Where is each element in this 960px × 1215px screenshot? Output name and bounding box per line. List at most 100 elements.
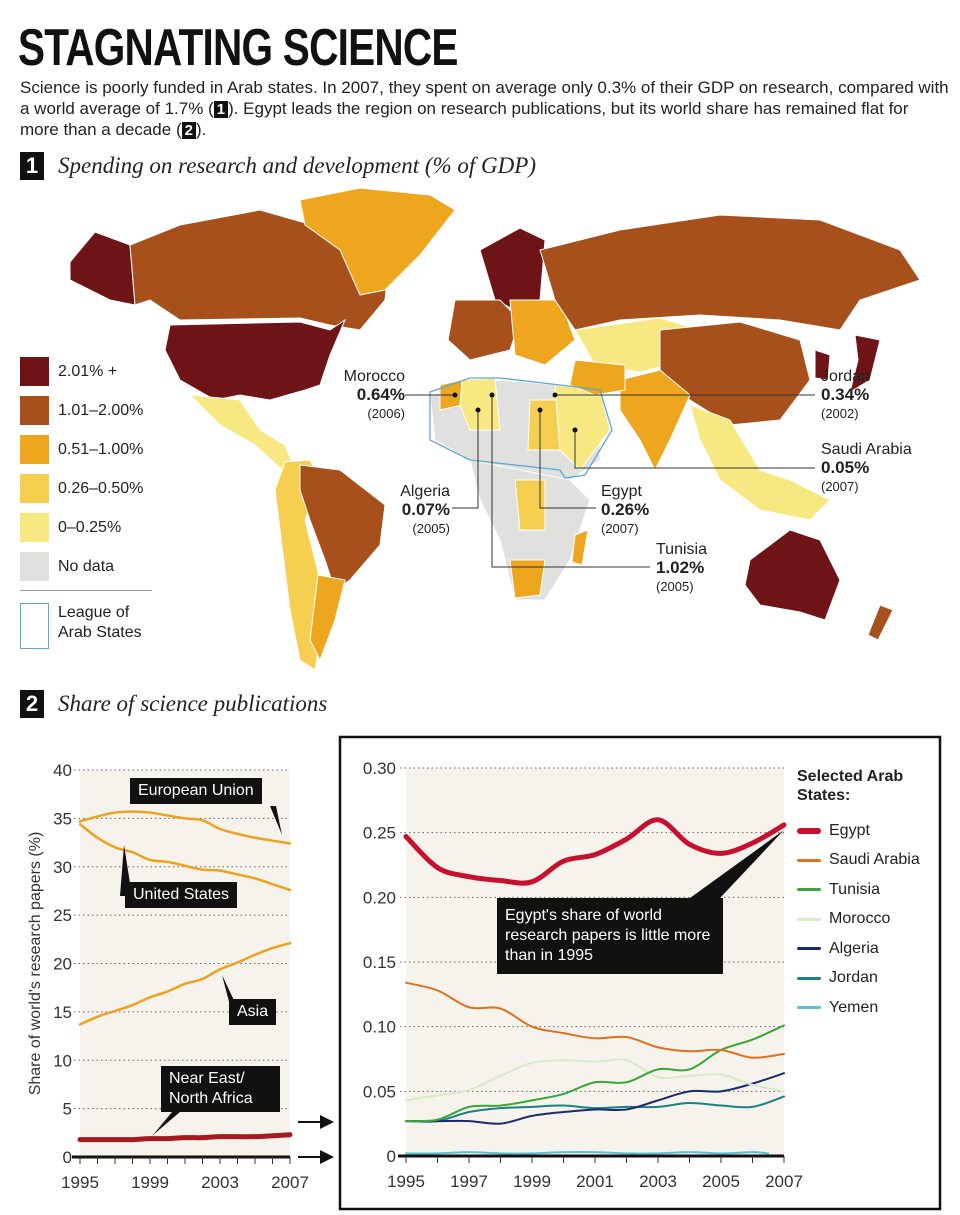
legend-item: Egypt (797, 816, 920, 846)
label-asia: Asia (229, 999, 277, 1025)
legend-label: Egypt (829, 821, 870, 839)
x-tick-label: 2005 (702, 1172, 740, 1191)
legend-label: Tunisia (829, 880, 880, 898)
y-tick-label: 0.25 (363, 824, 396, 843)
map-region-madagascar (571, 529, 589, 566)
legend-item: 2.01% + (20, 357, 117, 386)
series-line-algeria (405, 1072, 785, 1125)
legend-label: No data (58, 557, 115, 575)
legend-label: League of Arab States (58, 604, 142, 641)
y-tick-label: 0.15 (363, 953, 396, 972)
label-near-east-north-africa: Near East/ North Africa (161, 1066, 280, 1112)
world-map (69, 187, 921, 671)
callout-algeria: Algeria 0.07% (2005) (380, 483, 450, 538)
annotation-pointer (270, 806, 282, 835)
legend-item: Jordan (797, 964, 920, 994)
chart-2-frame (338, 735, 942, 1211)
map-region-western-europe (447, 299, 521, 361)
legend-swatch (797, 1006, 821, 1010)
intro-paragraph: Science is poorly funded in Arab states.… (20, 77, 950, 140)
legend-label: Morocco (829, 910, 891, 928)
map-region-usa (164, 318, 347, 401)
legend-swatch (20, 603, 49, 649)
legend-item: Algeria (797, 934, 920, 964)
legend-swatch (20, 474, 49, 503)
annotation-pointer (153, 1112, 180, 1135)
callout-value: 1.02% (656, 558, 705, 577)
y-tick-label: 5 (63, 1100, 72, 1119)
series-line-egypt (403, 817, 787, 886)
legend-swatch (797, 827, 821, 834)
badge-2: 2 (181, 122, 196, 139)
y-tick-label: 30 (53, 858, 72, 877)
section-number: 1 (20, 152, 44, 180)
legend-title: Selected Arab States: (797, 768, 904, 804)
legend-label: 0–0.25% (58, 518, 122, 536)
series-line-asia (78, 941, 292, 1026)
series-line-morocco (405, 1058, 785, 1102)
callout-jordan: Jordan 0.34% (2002) (821, 368, 870, 423)
callout-saudi-arabia: Saudi Arabia 0.05% (2007) (821, 441, 912, 496)
x-tick-label: 1999 (131, 1173, 169, 1192)
legend-label: Yemen (829, 998, 879, 1016)
map-region-east-africa (514, 479, 546, 531)
map-region-se-asia (689, 404, 831, 521)
callout-year: (2005) (656, 579, 694, 594)
legend-swatch (797, 947, 821, 951)
legend-label: Saudi Arabia (829, 851, 920, 869)
map-region-korea (814, 349, 831, 381)
label-european-union: European Union (130, 778, 262, 804)
callout-leader-lines (405, 394, 815, 568)
y-tick-label: 20 (53, 955, 72, 974)
map-region-canada (129, 209, 391, 331)
x-tick-label: 1995 (387, 1172, 425, 1191)
x-tick-label: 1999 (513, 1172, 551, 1191)
x-tick-label: 1997 (450, 1172, 488, 1191)
legend-item: Yemen (797, 993, 920, 1023)
legend-label: 1.01–2.00% (58, 401, 144, 419)
callout-tunisia: Tunisia 1.02% (2005) (656, 541, 707, 596)
x-tick-label: 1995 (61, 1173, 99, 1192)
y-tick-label: 0 (387, 1147, 396, 1166)
y-tick-label: 10 (53, 1051, 72, 1070)
legend-item: Tunisia (797, 875, 920, 905)
y-tick-label: 15 (53, 1003, 72, 1022)
y-tick-label: 0.10 (363, 1018, 396, 1037)
x-tick-label: 2001 (576, 1172, 614, 1191)
map-region-middle-east (569, 359, 626, 396)
map-region-russia (539, 214, 921, 331)
y-tick-label: 0.05 (363, 1082, 396, 1101)
legend-label: Jordan (829, 969, 878, 987)
page-title: STAGNATING SCIENCE (18, 19, 458, 77)
map-region-new-zealand (867, 604, 894, 641)
map-region-eastern-europe (509, 299, 576, 366)
callout-value: 0.05% (821, 458, 870, 477)
label-united-states: United States (125, 882, 238, 908)
legend-swatch (20, 435, 49, 464)
legend-swatch (20, 357, 49, 386)
section-1-heading: 1 Spending on research and development (%… (20, 152, 536, 180)
annotation-pointer (690, 830, 784, 898)
legend-item: No data (20, 552, 114, 581)
legend-item: Saudi Arabia (797, 846, 920, 876)
map-region-greenland (299, 187, 456, 296)
legend-label: 0.51–1.00% (58, 440, 144, 458)
legend-label: 0.26–0.50% (58, 479, 144, 497)
y-tick-label: 35 (53, 809, 72, 828)
legend-item: Morocco (797, 905, 920, 935)
series-line-near-east-north-africa (77, 1132, 293, 1143)
legend-item: 0.51–1.00% (20, 435, 143, 464)
callout-country: Egypt (601, 483, 642, 500)
callout-year: (2006) (367, 406, 405, 421)
callout-morocco: Morocco 0.64% (2006) (335, 368, 405, 423)
y-tick-label: 0.20 (363, 888, 396, 907)
callout-value: 0.07% (401, 500, 450, 519)
y-tick-label: 0 (63, 1148, 72, 1167)
legend-swatch (797, 976, 821, 980)
callout-value: 0.26% (601, 500, 650, 519)
callout-country: Algeria (400, 483, 450, 500)
map-region-argentina (309, 574, 346, 662)
legend-swatch (797, 917, 821, 921)
